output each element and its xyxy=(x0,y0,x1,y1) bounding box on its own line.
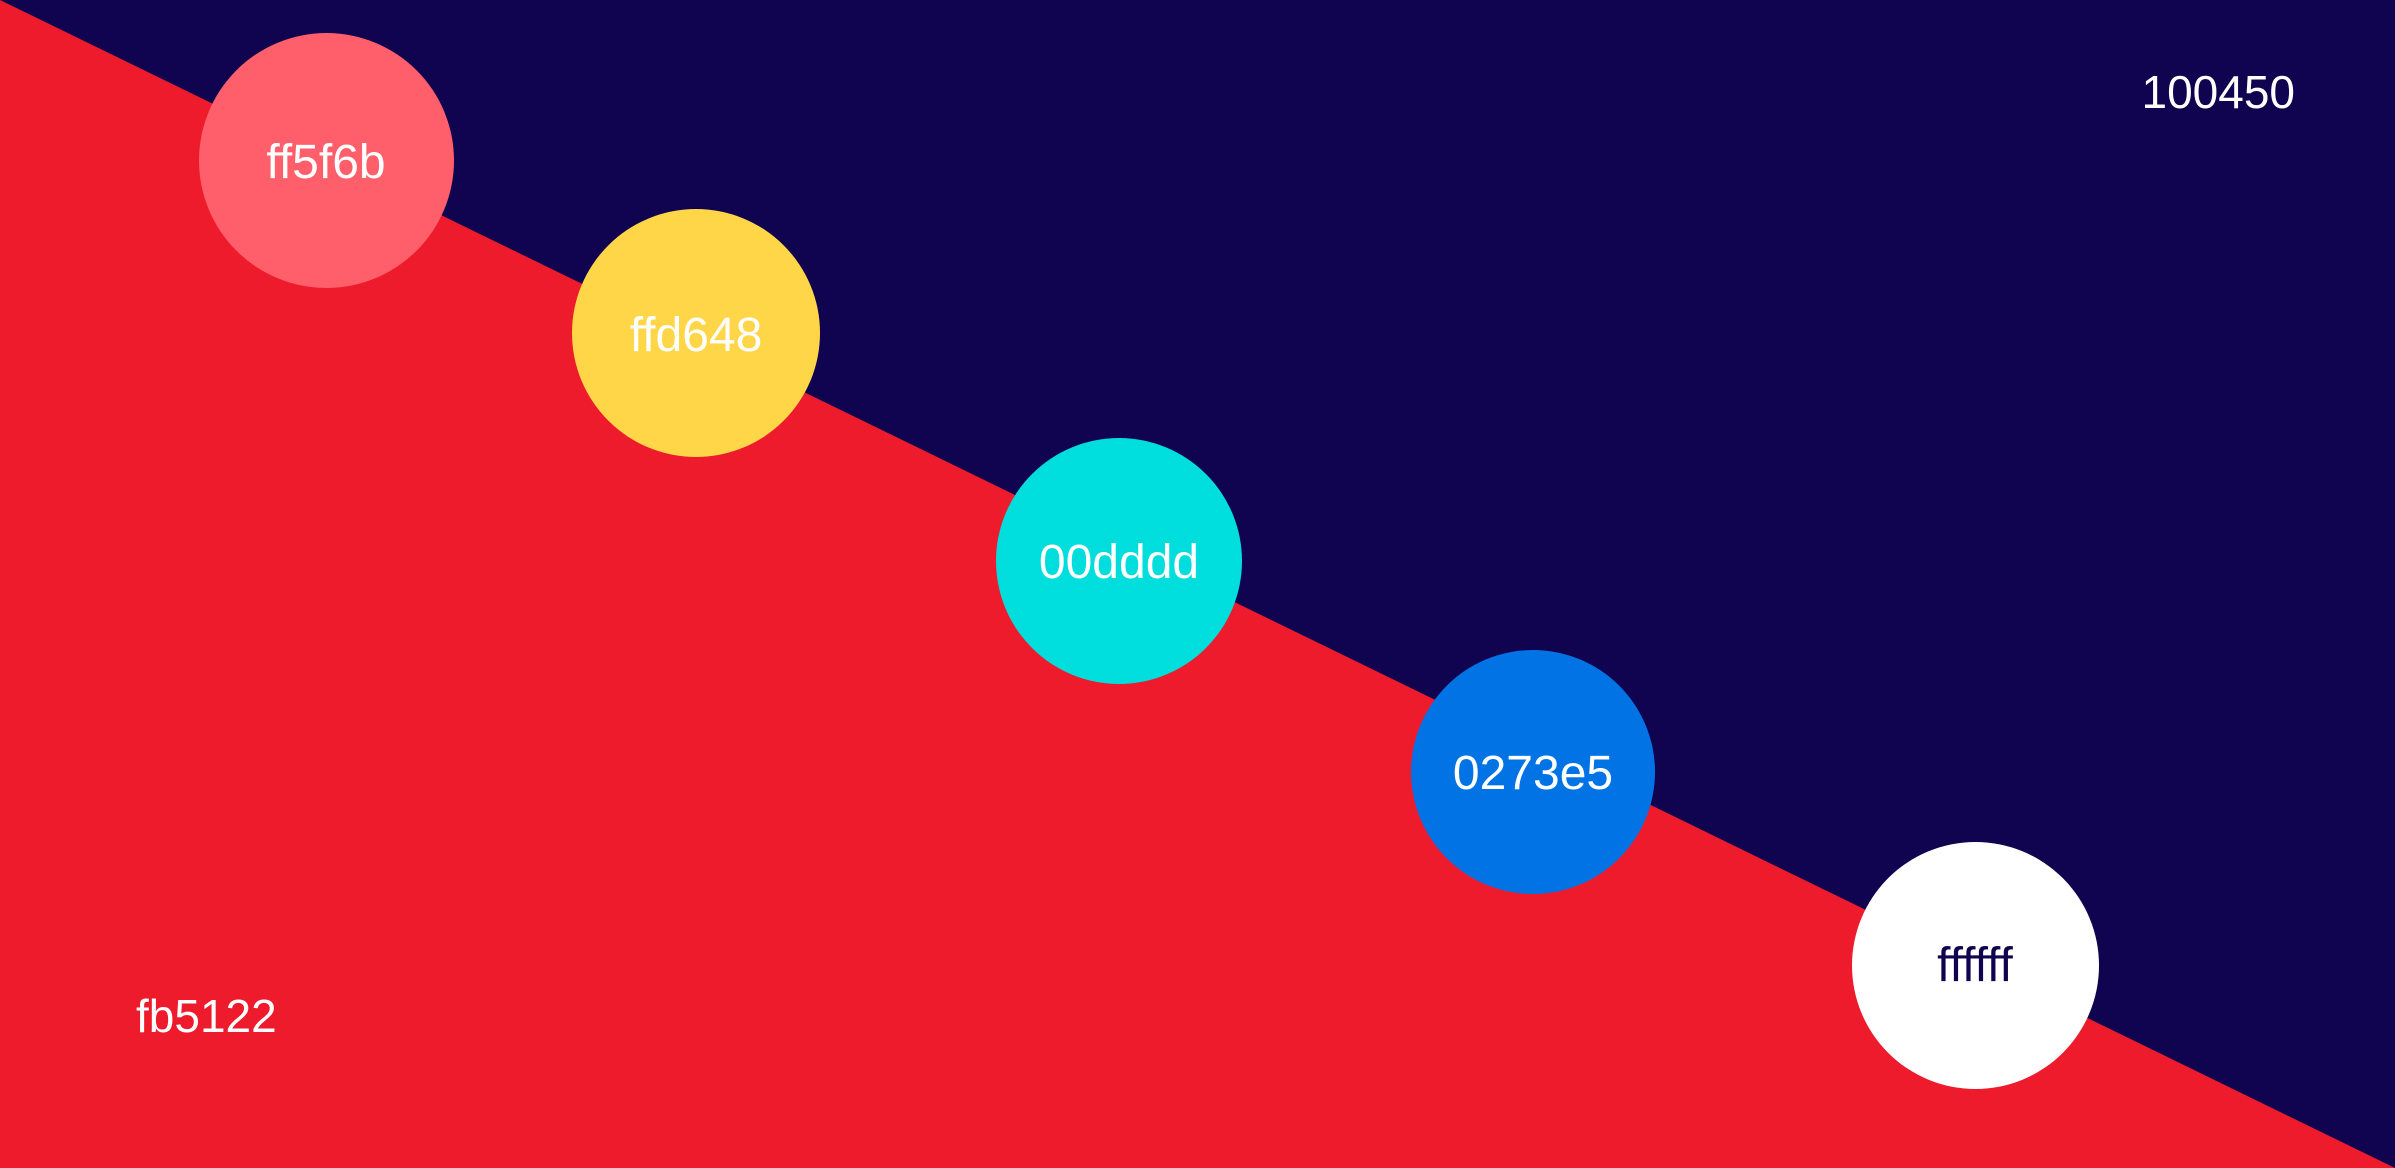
svg-text:fb5122: fb5122 xyxy=(136,990,277,1042)
svg-text:100450: 100450 xyxy=(2142,66,2296,118)
svg-text:ff5f6b: ff5f6b xyxy=(266,136,385,189)
svg-text:ffffff: ffffff xyxy=(1937,939,2013,992)
svg-text:ffd648: ffd648 xyxy=(630,309,763,362)
svg-text:00dddd: 00dddd xyxy=(1039,536,1199,589)
svg-text:0273e5: 0273e5 xyxy=(1453,747,1613,800)
